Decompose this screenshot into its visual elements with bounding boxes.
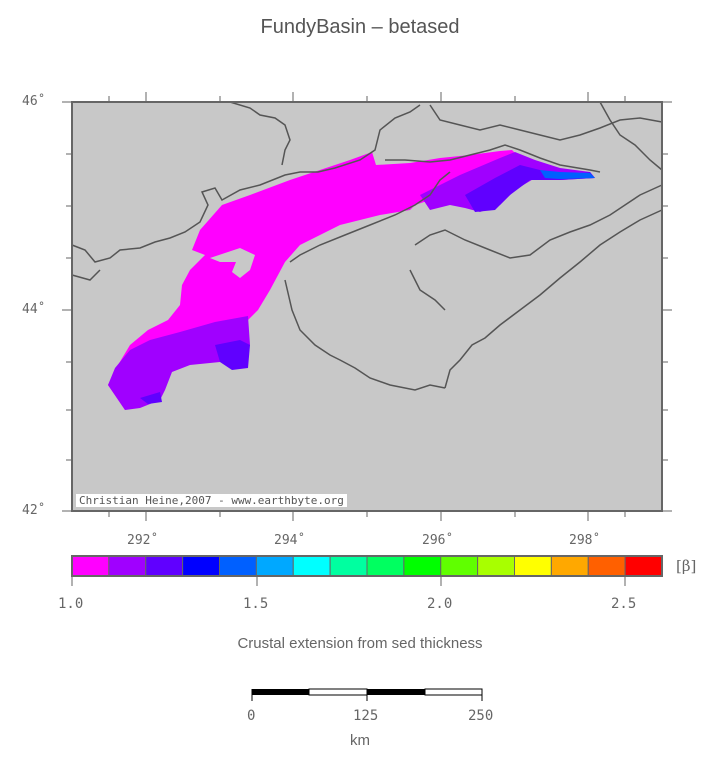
colorbar: [71, 555, 663, 586]
colorbar-cell: [587, 555, 626, 577]
scalebar-label-250: 250: [468, 708, 494, 724]
colorbar-cell: [550, 555, 589, 577]
basin-purple: [108, 316, 250, 410]
basin-east-blue: [540, 170, 595, 179]
colorbar-tick-1.5: 1.5: [243, 596, 269, 612]
colorbar-caption: Crustal extension from sed thickness: [237, 635, 483, 652]
colorbar-unit: [β]: [676, 557, 697, 575]
map-ticks: [62, 92, 672, 521]
scalebar-seg-4: [424, 688, 483, 696]
colorbar-cell: [366, 555, 405, 577]
lon-label-296: 296˚: [422, 533, 454, 548]
colorbar-cell: [440, 555, 479, 577]
colorbar-cell: [624, 555, 663, 577]
lat-label-42: 42˚: [22, 503, 46, 518]
colorbar-cell: [108, 555, 147, 577]
lon-label-292: 292˚: [127, 533, 159, 548]
basin-violet-2: [140, 392, 162, 404]
basin-fill: [108, 150, 595, 410]
colorbar-cell: [477, 555, 515, 577]
colorbar-tick-2.0: 2.0: [427, 596, 453, 612]
colorbar-tick-2.5: 2.5: [611, 596, 637, 612]
colorbar-cell: [292, 555, 331, 577]
scalebar: [251, 688, 483, 701]
lat-label-44: 44˚: [22, 302, 46, 317]
scalebar-seg-3: [367, 689, 425, 695]
colorbar-cell: [329, 555, 368, 577]
scalebar-seg-1: [252, 689, 309, 695]
colorbar-cell: [514, 555, 552, 577]
colorbar-tick-1.0: 1.0: [58, 596, 84, 612]
lon-label-294: 294˚: [274, 533, 306, 548]
basin-gap: [210, 248, 255, 278]
colorbar-cell: [219, 555, 257, 577]
lat-label-46: 46˚: [22, 94, 46, 109]
scalebar-label-125: 125: [353, 708, 379, 724]
map-title: FundyBasin – betased: [260, 16, 460, 38]
colorbar-cell: [145, 555, 184, 577]
scalebar-seg-2: [308, 688, 368, 696]
colorbar-cell: [182, 555, 220, 577]
scalebar-label-0: 0: [247, 708, 256, 724]
colorbar-cell: [403, 555, 442, 577]
basin-violet: [215, 340, 250, 370]
colorbar-cell: [71, 555, 110, 577]
colorbar-frame: [71, 555, 663, 577]
scalebar-unit: km: [350, 732, 370, 749]
colorbar-cell: [255, 555, 294, 577]
lon-label-298: 298˚: [569, 533, 601, 548]
coastlines: [71, 101, 663, 391]
credit-text: Christian Heine,2007 - www.earthbyte.org: [76, 494, 347, 507]
